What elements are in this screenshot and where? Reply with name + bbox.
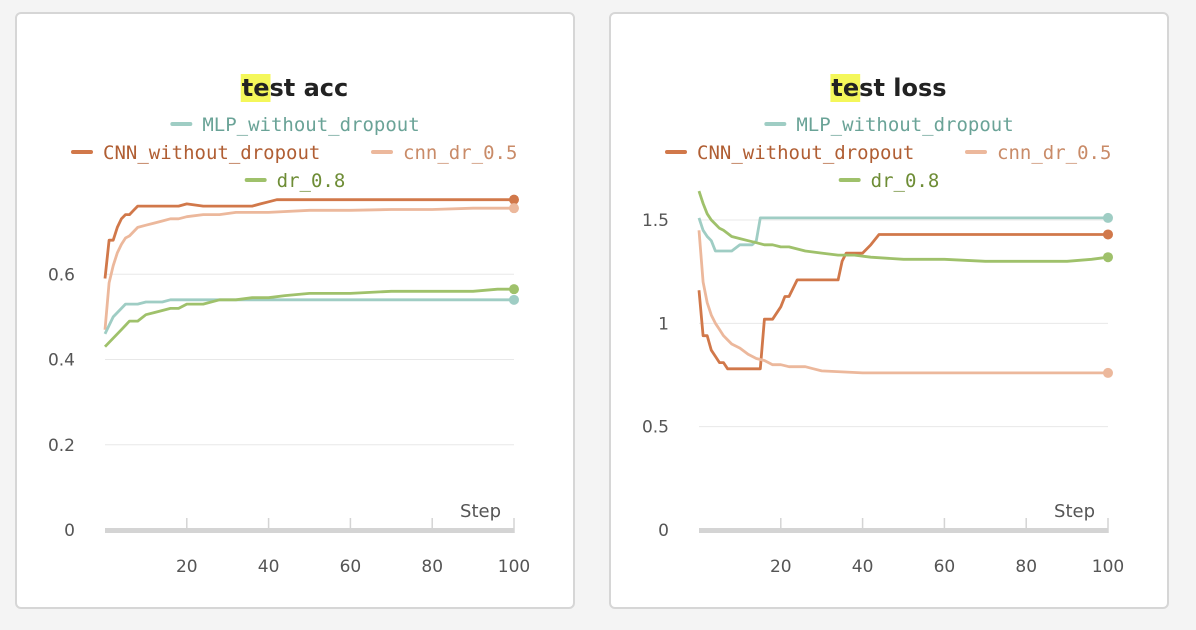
chart-panel-test-loss[interactable]: test loss MLP_without_dropout CNN_without_… [609, 12, 1169, 609]
series-line-cnn-dr-0-5[interactable] [103, 206, 514, 330]
series-line-cnn-without-dropout[interactable] [697, 233, 1108, 371]
legend-item-cnn-without-dropout[interactable]: CNN_without_dropout [665, 142, 914, 164]
series-end-dot-cnn-dr-0-5 [509, 203, 519, 214]
x-axis-title: Step [460, 501, 501, 522]
legend-label: MLP_without_dropout [202, 114, 419, 136]
x-tick-label: 20 [176, 557, 198, 577]
x-axis [105, 528, 514, 533]
y-tick-label: 1 [658, 314, 669, 334]
legend-item-cnn-dr-0-5[interactable]: cnn_dr_0.5 [965, 142, 1111, 164]
series-end-dot-mlp-without-dropout [1103, 212, 1113, 223]
y-tick-label: 0 [658, 521, 669, 541]
series-line-cnn-without-dropout[interactable] [103, 198, 514, 279]
legend-item-dr-0-8[interactable]: dr_0.8 [244, 170, 346, 192]
x-tick-label: 100 [498, 557, 530, 577]
x-tick-label: 80 [421, 557, 443, 577]
legend-item-mlp-without-dropout[interactable]: MLP_without_dropout [764, 114, 1014, 136]
y-tick-label: 0.2 [48, 436, 75, 456]
x-tick-label: 60 [934, 557, 956, 577]
series-end-dot-mlp-without-dropout [509, 294, 519, 305]
legend-label: CNN_without_dropout [103, 142, 320, 164]
legend-label: cnn_dr_0.5 [403, 142, 517, 164]
legend-label: dr_0.8 [277, 170, 346, 192]
series-lines [103, 194, 519, 348]
x-axis [699, 528, 1108, 533]
series-line-mlp-without-dropout[interactable] [103, 298, 514, 335]
series-line-mlp-without-dropout[interactable] [697, 216, 1108, 253]
chart-panel-test-acc[interactable]: test acc MLP_without_dropout CNN_without_d… [15, 12, 575, 609]
legend-item-mlp-without-dropout[interactable]: MLP_without_dropout [170, 114, 420, 136]
legend-item-cnn-dr-0-5[interactable]: cnn_dr_0.5 [371, 142, 517, 164]
title-highlight [240, 74, 271, 102]
legend-label: dr_0.8 [871, 170, 940, 192]
x-axis-title: Step [1054, 501, 1095, 522]
legend-item-dr-0-8[interactable]: dr_0.8 [838, 170, 940, 192]
series-end-dot-dr-0-8 [1103, 252, 1113, 263]
chart-title: test acc [240, 74, 349, 102]
chart-title: test loss [830, 74, 947, 102]
series-end-dot-cnn-dr-0-5 [1103, 367, 1113, 378]
series-line-cnn-dr-0-5[interactable] [697, 230, 1108, 375]
legend: MLP_without_dropout CNN_without_dropout cn… [71, 114, 517, 192]
series-end-dot-dr-0-8 [509, 284, 519, 295]
title-text: test acc [242, 74, 349, 102]
y-tick-label: 0.6 [48, 265, 75, 285]
legend-label: cnn_dr_0.5 [997, 142, 1111, 164]
chart-test-loss: test loss MLP_without_dropout CNN_without_… [642, 74, 1124, 577]
y-tick-label: 0.5 [642, 418, 669, 438]
x-tick-label: 40 [258, 557, 280, 577]
legend-label: MLP_without_dropout [796, 114, 1013, 136]
gridlines [699, 219, 1108, 428]
series-line-dr-0-8[interactable] [697, 190, 1109, 263]
gridlines [105, 273, 514, 446]
title-highlight [830, 74, 861, 102]
x-tick-label: 80 [1015, 557, 1037, 577]
series-line-dr-0-8[interactable] [103, 287, 514, 348]
legend: MLP_without_dropout CNN_without_dropout cn… [665, 114, 1111, 192]
x-tick-label: 20 [770, 557, 792, 577]
x-tick-label: 40 [852, 557, 874, 577]
series-lines [697, 190, 1113, 378]
series-end-dot-cnn-without-dropout [1103, 229, 1113, 240]
title-text: test loss [831, 74, 946, 102]
y-tick-label: 1.5 [642, 211, 669, 231]
y-tick-label: 0 [64, 521, 75, 541]
series-end-dot-cnn-without-dropout [509, 194, 519, 205]
legend-item-cnn-without-dropout[interactable]: CNN_without_dropout [71, 142, 320, 164]
x-tick-label: 100 [1092, 557, 1124, 577]
legend-label: CNN_without_dropout [697, 142, 914, 164]
y-tick-label: 0.4 [48, 351, 75, 371]
chart-test-acc: test acc MLP_without_dropout CNN_without_d… [48, 74, 530, 577]
x-tick-label: 60 [340, 557, 362, 577]
